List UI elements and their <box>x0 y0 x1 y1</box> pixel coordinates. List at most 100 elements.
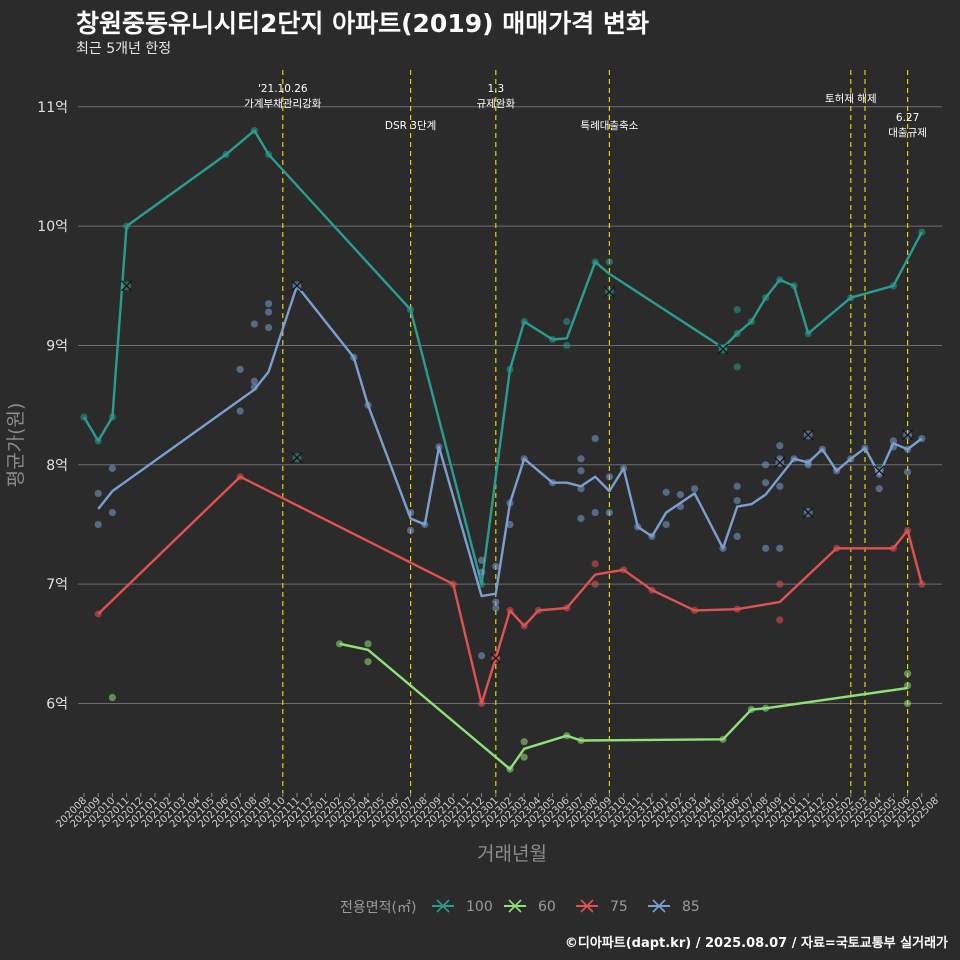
data-point <box>889 437 898 445</box>
series-line <box>97 284 923 598</box>
series-60 <box>108 640 912 773</box>
data-point <box>265 323 273 332</box>
data-point <box>776 442 784 450</box>
cancelled-mark <box>774 456 786 468</box>
y-tick-label: 6억 <box>46 696 68 712</box>
legend-swatch-mark <box>436 899 450 913</box>
data-point <box>733 363 741 371</box>
data-point <box>478 556 486 564</box>
data-point <box>478 568 486 576</box>
series-line <box>82 129 923 586</box>
y-tick-label: 10억 <box>37 219 68 235</box>
data-point <box>506 520 514 529</box>
y-axis-title: 평균가(원) <box>5 403 27 488</box>
cancelled-mark <box>802 507 814 518</box>
data-point <box>364 640 372 648</box>
source-caption: ©디아파트(dapt.kr) / 2025.08.07 / 자료=국토교통부 실… <box>564 936 948 951</box>
data-point <box>918 580 926 588</box>
x-axis-title: 거래년월 <box>477 843 547 865</box>
data-point <box>478 652 486 660</box>
data-point <box>776 580 784 588</box>
legend-swatch-mark <box>652 899 666 913</box>
data-point <box>605 473 614 481</box>
y-tick-label: 8억 <box>46 458 68 474</box>
legend-label: 75 <box>610 899 628 915</box>
data-point <box>733 306 741 314</box>
event-label: 대출규제 <box>888 127 927 139</box>
data-point <box>108 508 116 517</box>
data-point <box>904 468 912 476</box>
data-point <box>904 699 912 708</box>
data-point <box>250 377 258 385</box>
data-point <box>94 520 102 529</box>
data-point <box>733 497 741 505</box>
data-point <box>691 485 699 493</box>
data-point <box>563 341 571 350</box>
data-point <box>577 455 585 463</box>
y-tick-label: 11억 <box>37 100 68 116</box>
data-point <box>676 491 685 499</box>
y-tick-label: 9억 <box>46 338 68 354</box>
event-label: 토허제 해제 <box>825 92 877 105</box>
data-point <box>492 598 500 606</box>
data-point <box>662 488 670 496</box>
data-point <box>265 308 273 316</box>
data-point <box>520 753 528 761</box>
data-point <box>591 580 599 588</box>
data-point <box>492 562 500 570</box>
series-line <box>97 475 923 705</box>
event-label: '21.10.26 <box>258 83 308 95</box>
data-point <box>591 434 599 443</box>
legend-label: 85 <box>682 899 700 915</box>
cancelled-mark <box>902 429 914 441</box>
series-100 <box>80 127 926 588</box>
data-point <box>605 258 614 266</box>
cancelled-mark <box>873 465 885 477</box>
data-point <box>250 320 258 328</box>
axis-layer: 6억7억8억9억10억11억20200820200920201020201120… <box>37 100 941 830</box>
data-point <box>733 482 741 490</box>
data-point <box>577 467 585 475</box>
legend-label: 100 <box>466 899 493 915</box>
data-point <box>591 508 599 517</box>
cancelled-mark <box>717 343 729 355</box>
data-point <box>94 489 102 498</box>
data-point <box>364 658 372 666</box>
y-tick-label: 7억 <box>46 577 68 593</box>
legend-swatch-mark <box>508 899 522 913</box>
data-point <box>236 407 244 415</box>
data-point <box>563 317 571 326</box>
series-line <box>339 642 908 771</box>
data-point <box>904 670 912 678</box>
data-point <box>108 693 116 702</box>
series-85 <box>94 280 926 660</box>
legend-label: 60 <box>538 899 556 915</box>
data-point <box>265 300 273 308</box>
data-point <box>762 479 770 487</box>
data-point <box>407 526 415 535</box>
data-point <box>605 508 614 517</box>
legend-swatch-mark <box>580 899 594 913</box>
data-point <box>762 461 770 469</box>
cancelled-mark <box>291 280 303 292</box>
legend: 전용면적(㎡) 100 60 75 85 <box>340 899 700 916</box>
cancelled-mark <box>291 452 303 464</box>
data-point <box>733 532 741 541</box>
data-point <box>520 738 528 746</box>
cancelled-mark <box>121 280 133 292</box>
data-point <box>236 365 244 373</box>
event-label: DSR 3단계 <box>385 120 436 132</box>
event-label: 6.27 <box>896 112 919 124</box>
data-point <box>662 520 670 529</box>
series-layer <box>80 127 926 773</box>
data-point <box>762 544 770 552</box>
event-label: 가계부채관리강화 <box>244 98 322 110</box>
cancelled-mark <box>802 429 814 441</box>
data-point <box>776 482 784 490</box>
event-label: 규제완화 <box>476 97 515 110</box>
event-label: 1.3 <box>487 83 504 95</box>
cancelled-mark <box>490 652 502 664</box>
data-point <box>577 514 585 523</box>
